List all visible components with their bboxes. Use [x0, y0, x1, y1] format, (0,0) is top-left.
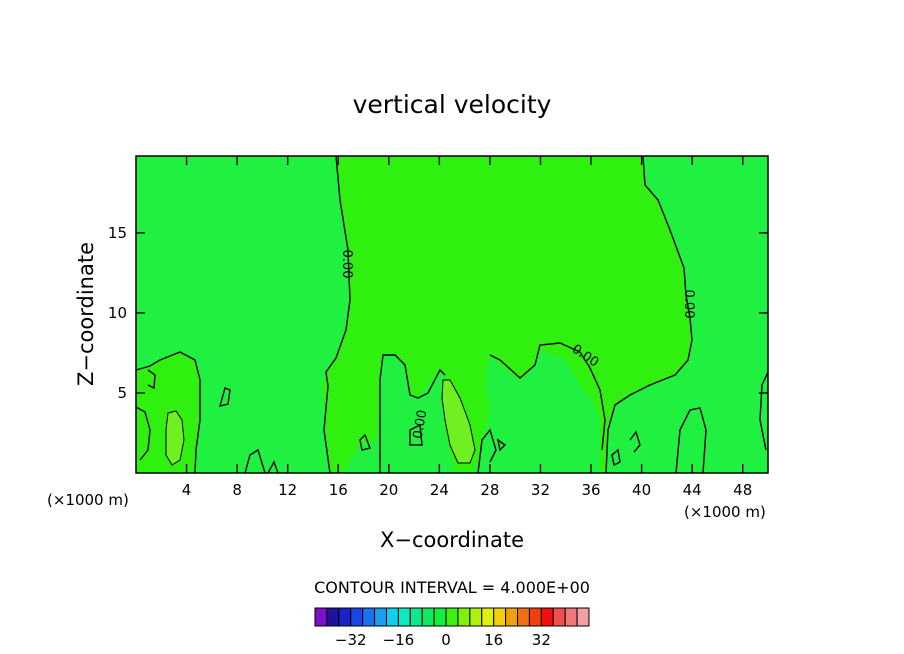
- color-bar-swatch-13: [469, 607, 483, 627]
- contour-line-mid-loop-d: [496, 438, 507, 452]
- x-tick-label-16: 16: [329, 481, 348, 499]
- color-bar-swatch-18: [528, 607, 542, 627]
- color-bar-swatch-21: [564, 607, 578, 627]
- color-bar-swatch-17: [517, 607, 530, 627]
- x-tick-label-40: 40: [632, 481, 651, 499]
- contour-line-left-lower: [135, 351, 201, 474]
- color-bar-swatch-12: [457, 607, 471, 627]
- contour-line-mid-loop-c: [409, 423, 423, 446]
- contour-label-right: 0.00: [681, 290, 696, 319]
- x-axis-label: X−coordinate: [380, 528, 524, 552]
- strong-updraft-blob-1: [165, 410, 185, 466]
- x-tick-label-44: 44: [683, 481, 702, 499]
- upper-positive-region: [322, 156, 692, 473]
- y-axis-label: Z−coordinate: [74, 242, 98, 386]
- color-bar-swatch-0: [314, 607, 328, 627]
- contour-line-left-edge: [135, 406, 151, 461]
- contour-line-left-small: [147, 369, 156, 390]
- contour-line-bottom-bumps-a: [244, 448, 266, 474]
- x-tick-label-48: 48: [733, 481, 752, 499]
- plot-frame: [135, 155, 769, 474]
- contour-line-mid-loop-b: [359, 433, 371, 451]
- color-bar-swatch-6: [385, 607, 399, 627]
- x-tick-label-20: 20: [379, 481, 398, 499]
- color-bar-label-3: 16: [484, 631, 503, 649]
- color-bar-swatch-11: [445, 607, 459, 627]
- contour-line-right-bump: [675, 407, 707, 474]
- y-axis-ticks: 5 10 15: [108, 224, 768, 402]
- x-tick-label-28: 28: [480, 481, 499, 499]
- color-bar-swatch-2: [338, 607, 352, 627]
- color-bar-swatch-4: [362, 607, 376, 627]
- contour-line-right-edge: [759, 371, 769, 451]
- color-bar-tick-labels: −32 −16 0 16 32: [335, 631, 551, 649]
- color-bar-label-2: 0: [441, 631, 451, 649]
- contour-line-bottom-bumps-b: [267, 460, 279, 474]
- color-bar-swatch-15: [493, 607, 507, 627]
- contour-interval-text: CONTOUR INTERVAL = 4.000E+00: [314, 578, 590, 597]
- contour-line-mid-left: [379, 354, 446, 473]
- contour-label-left: 0.00: [339, 250, 354, 279]
- color-bar-swatch-22: [576, 607, 590, 627]
- contour-line-left-column: [323, 155, 351, 474]
- color-bar-swatch-7: [397, 607, 411, 627]
- y-tick-label-10: 10: [108, 304, 127, 322]
- contour-lines: [135, 155, 769, 474]
- color-bar-label-4: 32: [532, 631, 551, 649]
- color-bar-swatch-14: [481, 607, 495, 627]
- color-bar-swatch-3: [350, 607, 364, 627]
- x-tick-label-36: 36: [581, 481, 600, 499]
- y-tick-label-5: 5: [117, 384, 127, 402]
- x-tick-label-4: 4: [182, 481, 192, 499]
- color-bar-swatch-10: [433, 607, 447, 627]
- color-bar-swatch-9: [421, 607, 435, 627]
- contour-line-right-lower: [629, 430, 641, 453]
- color-bar: [314, 607, 590, 627]
- x-tick-label-8: 8: [232, 481, 242, 499]
- contour-label-mid: 0.00: [411, 409, 431, 440]
- y-tick-label-15: 15: [108, 224, 127, 242]
- color-bar-label-0: −32: [335, 631, 367, 649]
- contour-line-mid-hump: [489, 342, 606, 451]
- color-bar-swatch-8: [409, 607, 423, 627]
- x-tick-label-32: 32: [531, 481, 550, 499]
- x-tick-label-12: 12: [278, 481, 297, 499]
- chart-title: vertical velocity: [353, 90, 552, 119]
- contour-line-loop-e: [611, 448, 621, 467]
- color-bar-swatch-5: [374, 607, 387, 627]
- color-bar-swatch-1: [326, 607, 340, 627]
- color-bar-swatch-16: [505, 607, 519, 627]
- x-axis-ticks: 4 8 12 16 20 24 28 32 36 40 44 48: [182, 156, 752, 499]
- color-bar-swatch-19: [540, 607, 554, 627]
- contour-line-mid-right: [477, 428, 497, 474]
- contour-line-right-column: [605, 155, 693, 474]
- x-unit-right: (×1000 m): [684, 503, 766, 521]
- x-tick-label-24: 24: [430, 481, 449, 499]
- color-bar-swatch-20: [552, 607, 566, 627]
- color-bar-label-1: −16: [383, 631, 415, 649]
- contour-line-small-loop-a: [219, 387, 231, 407]
- x-unit-left: (×1000 m): [47, 491, 129, 509]
- strong-updraft-blob-2: [441, 379, 476, 464]
